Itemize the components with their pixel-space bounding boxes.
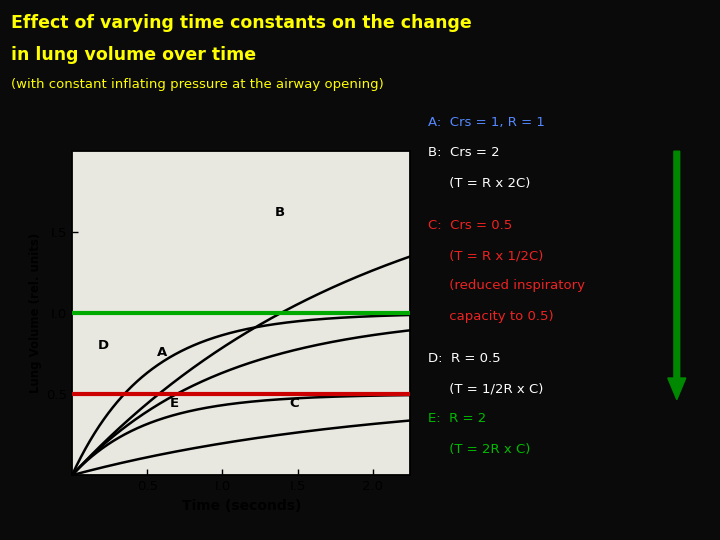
- Text: C:  Crs = 0.5: C: Crs = 0.5: [428, 219, 513, 232]
- Text: Effect of varying time constants on the change: Effect of varying time constants on the …: [11, 14, 472, 31]
- Y-axis label: Lung Volume (rel. units): Lung Volume (rel. units): [29, 233, 42, 393]
- Text: (T = R x 2C): (T = R x 2C): [428, 177, 531, 190]
- Text: B:  Crs = 2: B: Crs = 2: [428, 146, 500, 159]
- Text: B: B: [274, 206, 284, 219]
- X-axis label: Time (seconds): Time (seconds): [181, 498, 301, 512]
- Text: (reduced inspiratory: (reduced inspiratory: [428, 279, 585, 292]
- Text: E:  R = 2: E: R = 2: [428, 413, 487, 426]
- Text: E: E: [170, 397, 179, 410]
- Text: in lung volume over time: in lung volume over time: [11, 46, 256, 64]
- Text: D:  R = 0.5: D: R = 0.5: [428, 352, 501, 365]
- Text: D: D: [98, 339, 109, 352]
- Text: capacity to 0.5): capacity to 0.5): [428, 309, 554, 322]
- Text: (T = R x 1/2C): (T = R x 1/2C): [428, 249, 544, 262]
- Text: A: A: [157, 346, 167, 359]
- Text: A:  Crs = 1, R = 1: A: Crs = 1, R = 1: [428, 116, 545, 129]
- Text: (with constant inflating pressure at the airway opening): (with constant inflating pressure at the…: [11, 78, 384, 91]
- Text: (T = 1/2R x C): (T = 1/2R x C): [428, 382, 544, 395]
- Text: C: C: [289, 397, 300, 410]
- Text: (T = 2R x C): (T = 2R x C): [428, 443, 531, 456]
